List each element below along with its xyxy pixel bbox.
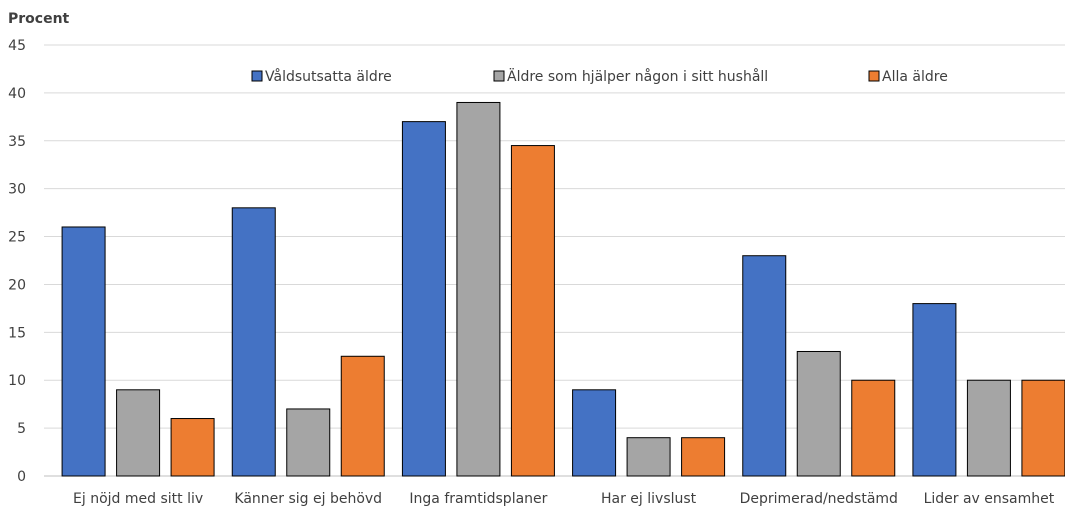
y-tick-labels: 0 5 10 15 20 25 30 35 40 45 <box>8 38 26 485</box>
category-label: Lider av ensamhet <box>924 491 1055 507</box>
legend-label: Våldsutsatta äldre <box>265 68 392 85</box>
bar-valdsutsatta-aldre-kanner-sig-ej-behovd <box>231 207 276 477</box>
bar-aldre-som-hjalper-nagon-i-sitt-hushall-har-ej-livslust <box>626 437 671 477</box>
bar-alla-aldre-ej-nojd-med-sitt-liv <box>170 418 215 477</box>
legend-swatch <box>868 70 880 82</box>
bar-valdsutsatta-aldre-deprimerad-nedstamd <box>742 255 787 477</box>
category-label: Inga framtidsplaner <box>409 491 547 507</box>
category-label: Ej nöjd med sitt liv <box>73 491 203 507</box>
y-tick-label: 40 <box>8 86 26 102</box>
category-label: Har ej livslust <box>601 491 697 507</box>
bar-aldre-som-hjalper-nagon-i-sitt-hushall-deprimerad-nedstamd <box>796 350 841 477</box>
category-label: Deprimerad/nedstämd <box>740 491 898 507</box>
bar-valdsutsatta-aldre-lider-av-ensamhet <box>912 303 957 477</box>
y-tick-label: 15 <box>8 325 26 341</box>
legend-item-alla-aldre: Alla äldre <box>868 69 948 85</box>
bar-aldre-som-hjalper-nagon-i-sitt-hushall-kanner-sig-ej-behovd <box>286 408 331 477</box>
bar-valdsutsatta-aldre-har-ej-livslust <box>572 389 617 477</box>
y-tick-label: 45 <box>8 38 26 54</box>
bar-aldre-som-hjalper-nagon-i-sitt-hushall-lider-av-ensamhet <box>966 379 1011 477</box>
legend-label: Äldre som hjälper någon i sitt hushåll <box>507 67 768 85</box>
bar-valdsutsatta-aldre-ej-nojd-med-sitt-liv <box>61 226 106 477</box>
bar-aldre-som-hjalper-nagon-i-sitt-hushall-ej-nojd-med-sitt-liv <box>116 389 161 477</box>
bar-alla-aldre-har-ej-livslust <box>681 437 726 477</box>
category-label: Känner sig ej behövd <box>234 491 382 507</box>
bar-alla-aldre-inga-framtidsplaner <box>510 145 555 477</box>
y-tick-label: 5 <box>17 421 26 437</box>
bar-alla-aldre-deprimerad-nedstamd <box>851 379 896 477</box>
y-tick-label: 35 <box>8 134 26 150</box>
legend: Våldsutsatta äldre Äldre som hjälper någo… <box>251 67 948 85</box>
bar-alla-aldre-kanner-sig-ej-behovd <box>340 355 385 477</box>
y-tick-label: 0 <box>17 469 26 485</box>
bar-aldre-som-hjalper-nagon-i-sitt-hushall-inga-framtidsplaner <box>456 101 501 477</box>
legend-swatch <box>493 70 505 82</box>
bars <box>61 101 1065 477</box>
bar-valdsutsatta-aldre-inga-framtidsplaner <box>401 121 446 477</box>
y-axis-label: Procent <box>8 11 70 27</box>
y-tick-label: 30 <box>8 182 26 198</box>
y-tick-label: 20 <box>8 277 26 293</box>
y-tick-label: 10 <box>8 373 26 389</box>
y-tick-label: 25 <box>8 230 26 246</box>
legend-label: Alla äldre <box>882 69 948 85</box>
legend-swatch <box>251 70 263 82</box>
legend-item-aldre-som-hjalper-nagon-i-sitt-hushall: Äldre som hjälper någon i sitt hushåll <box>493 67 768 85</box>
category-labels: Ej nöjd med sitt liv Känner sig ej behövd… <box>73 491 1055 507</box>
legend-item-valdsutsatta-aldre: Våldsutsatta äldre <box>251 68 392 85</box>
bar-alla-aldre-lider-av-ensamhet <box>1021 379 1065 477</box>
